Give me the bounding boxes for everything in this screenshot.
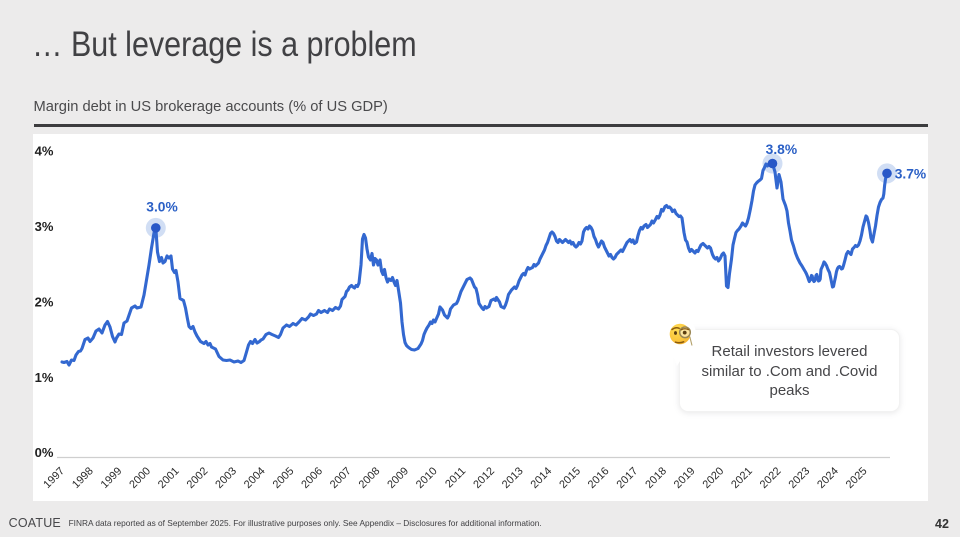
svg-text:2003: 2003 [213,465,239,491]
svg-text:2005: 2005 [271,465,297,491]
svg-text:3.0%: 3.0% [146,200,177,215]
svg-text:2006: 2006 [299,465,325,491]
svg-text:2018: 2018 [643,465,669,491]
svg-text:1998: 1998 [70,465,96,491]
svg-text:2017: 2017 [615,465,641,491]
svg-text:1999: 1999 [99,465,125,491]
svg-text:2011: 2011 [443,465,468,490]
svg-text:1997: 1997 [41,465,67,491]
svg-text:2020: 2020 [701,465,727,491]
svg-text:2%: 2% [35,294,54,309]
svg-text:2023: 2023 [787,465,813,491]
svg-text:2022: 2022 [758,465,784,491]
svg-text:3.7%: 3.7% [895,167,926,182]
svg-text:4%: 4% [35,144,54,159]
svg-text:3.8%: 3.8% [766,142,797,157]
svg-text:0%: 0% [35,445,54,460]
svg-text:2000: 2000 [127,465,153,491]
svg-text:2021: 2021 [729,465,755,491]
svg-text:2007: 2007 [328,465,354,491]
svg-text:2025: 2025 [844,465,870,491]
svg-text:2012: 2012 [471,465,497,491]
svg-text:2002: 2002 [185,465,211,491]
svg-text:2015: 2015 [557,465,583,491]
svg-text:2008: 2008 [357,465,383,491]
svg-text:2019: 2019 [672,465,698,491]
svg-text:2001: 2001 [156,465,182,491]
svg-text:3%: 3% [35,219,54,234]
svg-text:2024: 2024 [815,465,841,491]
svg-text:2010: 2010 [414,465,440,491]
svg-text:2004: 2004 [242,465,268,491]
svg-text:1%: 1% [35,370,54,385]
svg-text:2013: 2013 [500,465,526,491]
svg-text:2014: 2014 [529,465,555,491]
svg-text:2009: 2009 [385,465,411,491]
svg-text:2016: 2016 [586,465,612,491]
